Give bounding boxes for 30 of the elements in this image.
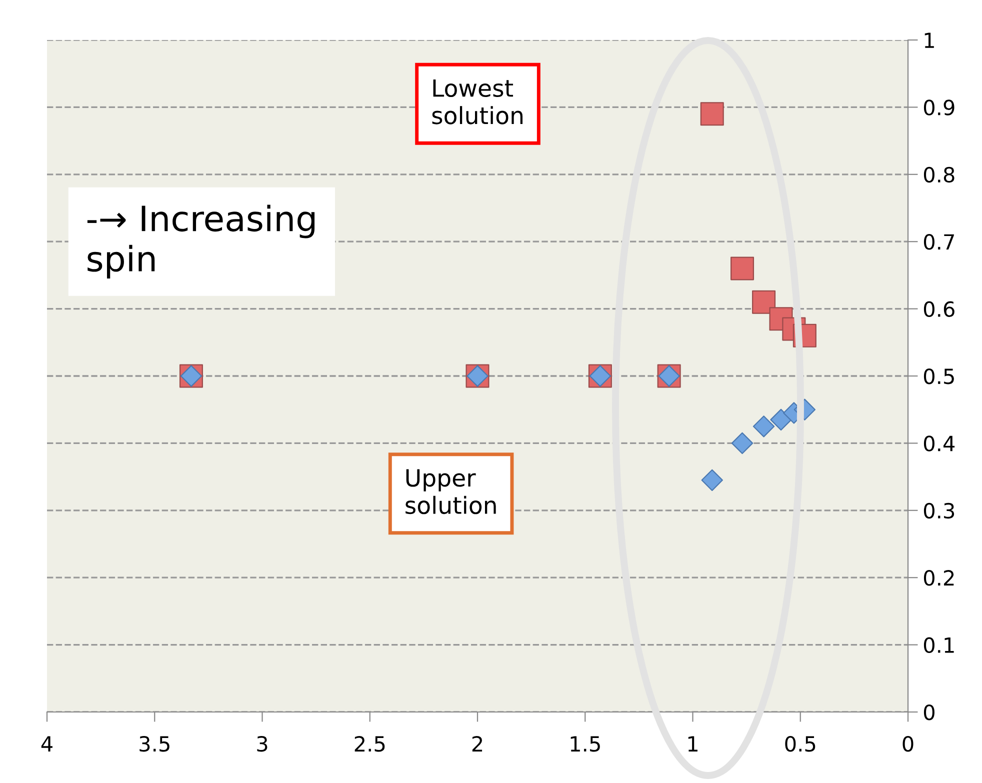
annotation: Lowest solution [432, 79, 522, 124]
point [700, 102, 724, 126]
point [730, 256, 754, 280]
x-tick-label: 0.5 [785, 736, 816, 752]
x-tick-label: 3 [257, 736, 268, 752]
y-tick-label: 0.7 [924, 234, 954, 250]
point [770, 408, 792, 431]
y-tick-label: 0.6 [924, 301, 954, 318]
point [701, 469, 723, 492]
point [752, 290, 776, 314]
point [752, 416, 775, 438]
y-tick-label: 0.8 [924, 166, 954, 183]
point [731, 432, 754, 454]
y-tick-label: 0.5 [924, 368, 954, 384]
y-tick-label: 0.4 [924, 436, 955, 452]
y-tick-label: 0.1 [924, 637, 954, 654]
y-tick-label: 0.3 [924, 502, 954, 519]
x-tick-label: 4 [41, 736, 52, 752]
annotation: -→ Increasing spin [87, 204, 315, 279]
y-tick-label: 1 [924, 32, 934, 48]
x-tick-label: 1.5 [570, 736, 600, 752]
x-tick-label: 2.5 [354, 736, 385, 752]
annotation: Upper solution [406, 469, 496, 514]
x-tick-label: 2 [472, 736, 482, 752]
x-tick-label: 3.5 [140, 736, 170, 752]
y-tick-label: 0.9 [924, 100, 954, 116]
x-tick-label: 1 [688, 736, 698, 752]
y-tick-label: 0.2 [924, 570, 954, 586]
y-tick-label: 0 [924, 704, 934, 720]
x-tick-label: 0 [902, 736, 914, 752]
